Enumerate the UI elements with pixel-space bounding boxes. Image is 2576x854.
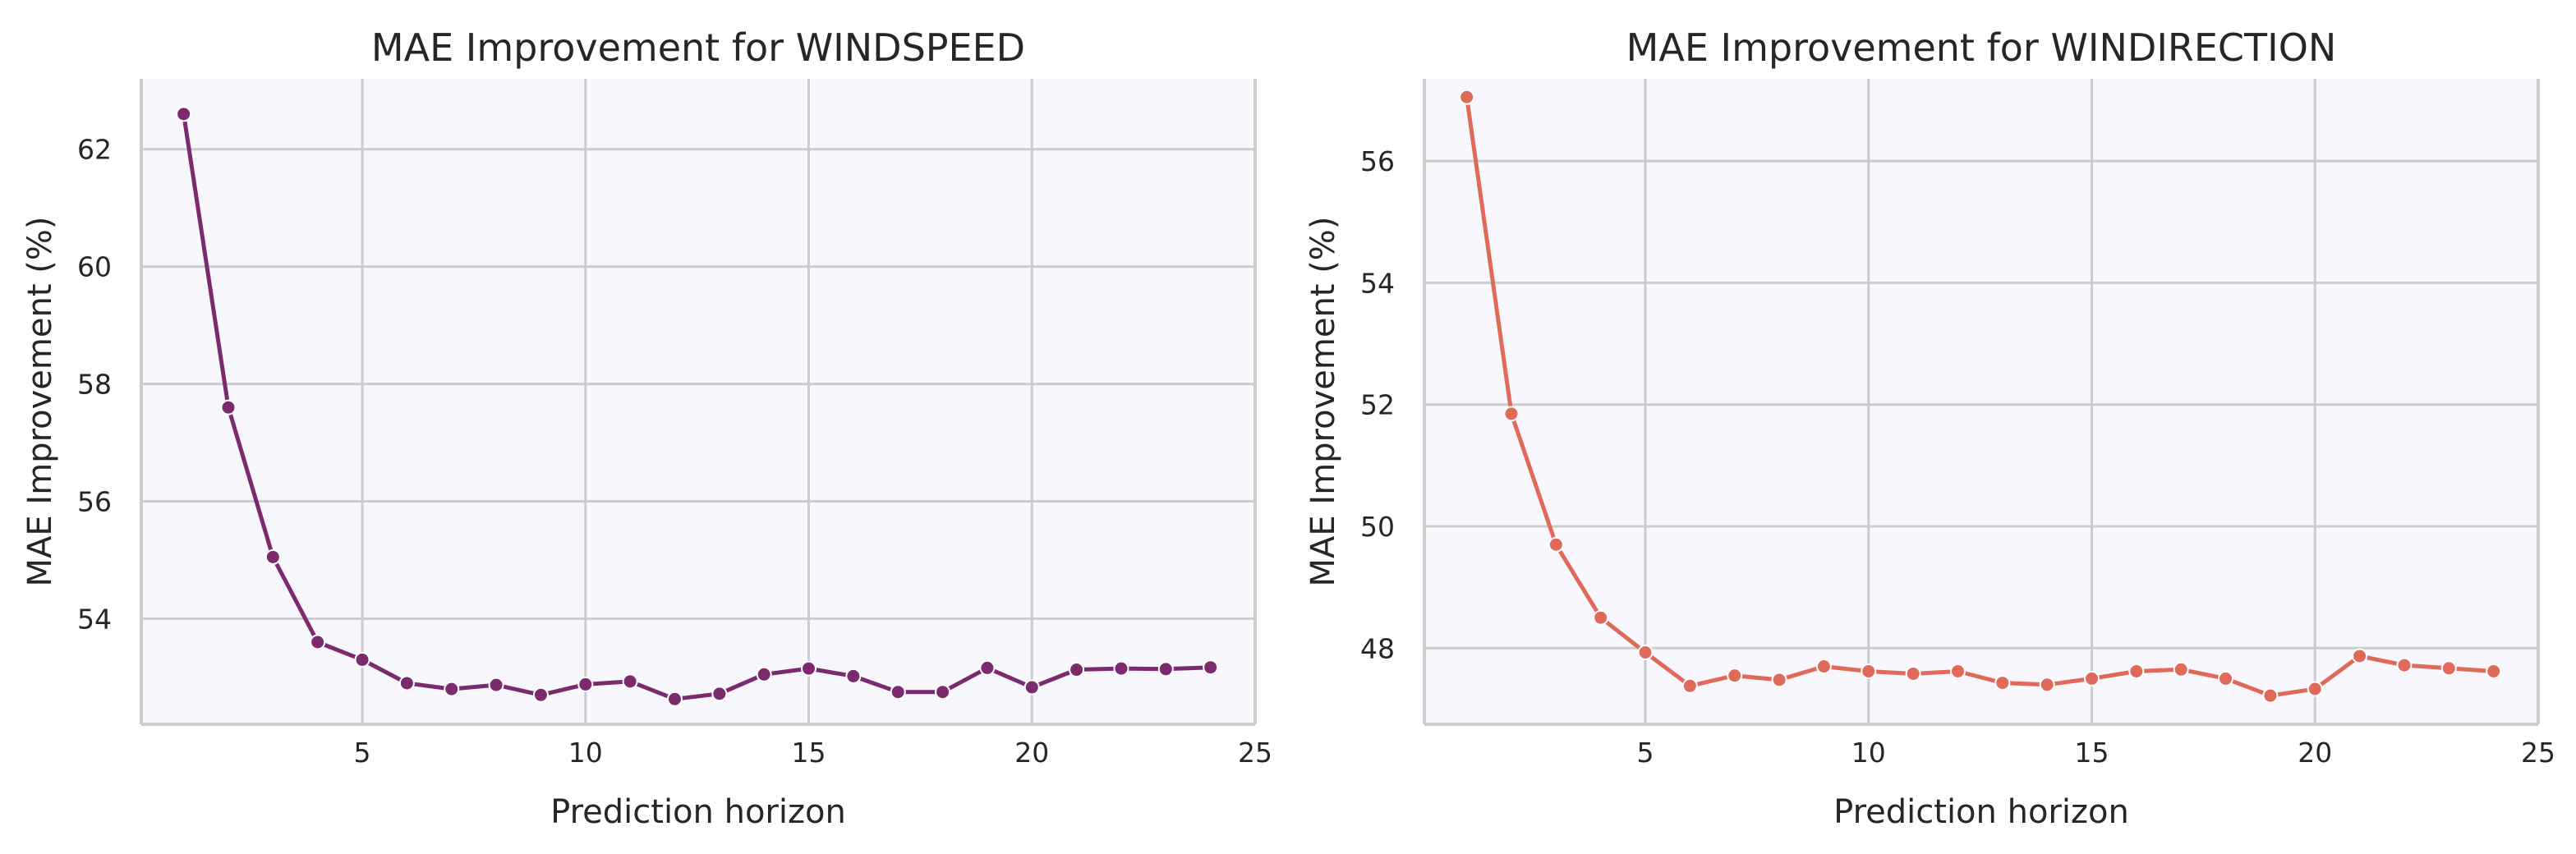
windspeed-data-point (310, 634, 326, 650)
windirection-data-point (2352, 648, 2368, 664)
windirection-data-point (1459, 89, 1475, 105)
windirection-chart-title: MAE Improvement for WINDIRECTION (1626, 25, 2337, 70)
windirection-data-point (2307, 681, 2323, 697)
windirection-data-point (1815, 659, 1832, 675)
windirection-data-point (1593, 609, 1609, 626)
windspeed-data-point (845, 668, 862, 684)
windirection-data-point (1949, 663, 1966, 679)
windspeed-x-tick-label: 20 (1014, 737, 1049, 769)
windspeed-data-point (398, 675, 415, 691)
windspeed-data-point (622, 673, 638, 690)
windspeed-data-point (264, 549, 281, 565)
windirection-data-point (1994, 675, 2011, 691)
windspeed-data-point (444, 681, 460, 697)
windirection-y-tick-label: 54 (1360, 267, 1395, 299)
windirection-data-point (2039, 677, 2055, 693)
windirection-axes (1423, 79, 2540, 726)
windspeed-data-point (532, 686, 549, 703)
windspeed-series (176, 106, 1219, 707)
windirection-data-point (2262, 687, 2279, 704)
windspeed-data-point (666, 691, 683, 707)
windspeed-y-tick-label: 54 (77, 603, 112, 635)
windirection-data-point (2173, 661, 2189, 677)
windspeed-y-tick-label: 58 (77, 369, 112, 401)
windspeed-data-point (354, 651, 370, 668)
windirection-grid (1424, 79, 2538, 724)
windirection-x-tick-label: 15 (2075, 737, 2109, 769)
windspeed-data-point (979, 659, 996, 676)
windirection-data-point (1771, 672, 1787, 688)
windirection-y-tick-label: 52 (1360, 389, 1395, 421)
windspeed-x-axis-label: Prediction horizon (550, 793, 846, 831)
windirection-y-tick-label: 48 (1360, 632, 1395, 664)
windspeed-data-point (1069, 662, 1085, 678)
windirection-y-tick-label: 50 (1360, 511, 1395, 543)
windirection-chart: 5 10 15 20 25 48 50 52 54 56 MAE Improvement for … (1304, 25, 2555, 831)
windspeed-data-point (935, 684, 951, 700)
windspeed-axes (140, 79, 1257, 726)
windirection-tick-labels: 5 10 15 20 25 48 50 52 54 56 (1360, 145, 2555, 769)
windirection-data-point (2486, 663, 2502, 679)
windspeed-y-axis-label: MAE Improvement (%) (21, 217, 59, 587)
windspeed-chart-title: MAE Improvement for WINDSPEED (371, 25, 1025, 70)
windspeed-data-point (176, 106, 192, 122)
windirection-x-tick-label: 20 (2298, 737, 2332, 769)
windspeed-data-point (488, 677, 504, 693)
windirection-data-point (2396, 657, 2413, 673)
windspeed-chart: 5 10 15 20 25 54 56 58 60 62 MAE Improvement for … (21, 25, 1272, 831)
windirection-data-point (2128, 663, 2145, 679)
windirection-x-tick-label: 10 (1852, 737, 1886, 769)
windspeed-x-tick-label: 10 (568, 737, 603, 769)
windspeed-data-point (801, 660, 817, 677)
windspeed-data-point (1157, 661, 1174, 677)
windspeed-plot-area (141, 79, 1255, 724)
windspeed-data-point (756, 666, 772, 682)
windspeed-data-point (711, 686, 728, 702)
windspeed-tick-labels: 5 10 15 20 25 54 56 58 60 62 (77, 134, 1272, 769)
windspeed-data-point (220, 399, 237, 416)
windspeed-data-point (1203, 659, 1219, 676)
windirection-data-point (2218, 670, 2234, 686)
windspeed-grid (141, 79, 1255, 724)
windspeed-y-tick-label: 62 (77, 134, 112, 166)
windspeed-data-point (1024, 679, 1040, 696)
windspeed-series-line (182, 113, 1211, 701)
windspeed-data-point (1113, 660, 1129, 677)
windirection-x-axis-label: Prediction horizon (1833, 793, 2129, 831)
windspeed-y-tick-label: 56 (77, 485, 112, 517)
windspeed-y-tick-label: 60 (77, 251, 112, 283)
windspeed-data-point (890, 684, 906, 700)
windirection-data-point (1637, 645, 1654, 661)
windirection-data-point (1503, 406, 1520, 422)
windirection-data-point (1861, 663, 1877, 679)
windspeed-x-tick-label: 5 (354, 737, 371, 769)
windirection-y-tick-label: 56 (1360, 145, 1395, 177)
windirection-data-point (2440, 660, 2457, 677)
windirection-data-point (1905, 665, 1921, 682)
windspeed-x-tick-label: 25 (1238, 737, 1272, 769)
windirection-plot-area (1424, 79, 2538, 724)
windirection-data-point (2084, 670, 2100, 686)
windirection-data-point (1681, 677, 1698, 694)
windspeed-x-tick-label: 15 (792, 737, 826, 769)
windirection-x-tick-label: 5 (1637, 737, 1654, 769)
windirection-series-line (1465, 96, 2494, 698)
windspeed-data-point (577, 676, 594, 692)
windirection-y-axis-label: MAE Improvement (%) (1304, 217, 1342, 587)
windirection-data-point (1727, 668, 1743, 684)
windirection-x-tick-label: 25 (2521, 737, 2555, 769)
windirection-series (1459, 89, 2502, 704)
windirection-data-point (1548, 536, 1564, 553)
